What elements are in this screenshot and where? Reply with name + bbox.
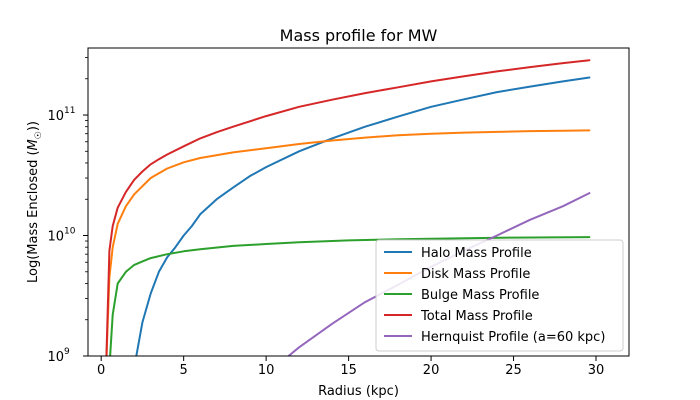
series-line-3 bbox=[109, 236, 591, 356]
x-tick-label: 0 bbox=[97, 363, 105, 378]
x-tick-label: 15 bbox=[340, 363, 357, 378]
plot-frame bbox=[87, 47, 630, 357]
y-tick-exponent: 11 bbox=[64, 106, 75, 116]
x-tick-label: 25 bbox=[505, 363, 522, 378]
x-tick-label: 30 bbox=[588, 363, 605, 378]
legend-label: Disk Mass Profile bbox=[421, 267, 530, 282]
legend-box bbox=[375, 239, 624, 352]
series-line-2 bbox=[105, 129, 591, 356]
legend-label: Hernquist Profile (a=60 kpc) bbox=[421, 330, 605, 345]
legend-label: Halo Mass Profile bbox=[421, 246, 532, 261]
x-tick-label: 5 bbox=[180, 363, 188, 378]
x-axis-label: Radius (kpc) bbox=[318, 384, 399, 399]
y-tick-exponent: 10 bbox=[64, 227, 76, 237]
y-axis-label: Log(Mass Enclosed (M☉)) bbox=[26, 121, 44, 283]
series-line-4 bbox=[105, 59, 591, 356]
legend-label: Bulge Mass Profile bbox=[421, 288, 539, 303]
y-tick-label: 10 bbox=[47, 230, 64, 245]
x-tick-label: 20 bbox=[423, 363, 440, 378]
series-line-1 bbox=[135, 76, 591, 356]
x-tick-label: 10 bbox=[258, 363, 275, 378]
chart-title: Mass profile for MW bbox=[280, 26, 438, 45]
legend: Halo Mass Profile Disk Mass Profile Bulge … bbox=[375, 239, 624, 352]
legend-label: Total Mass Profile bbox=[420, 309, 533, 324]
y-tick-exponent: 9 bbox=[64, 347, 70, 357]
y-tick-label: 10 bbox=[47, 109, 64, 124]
y-tick-label: 10 bbox=[47, 350, 64, 365]
